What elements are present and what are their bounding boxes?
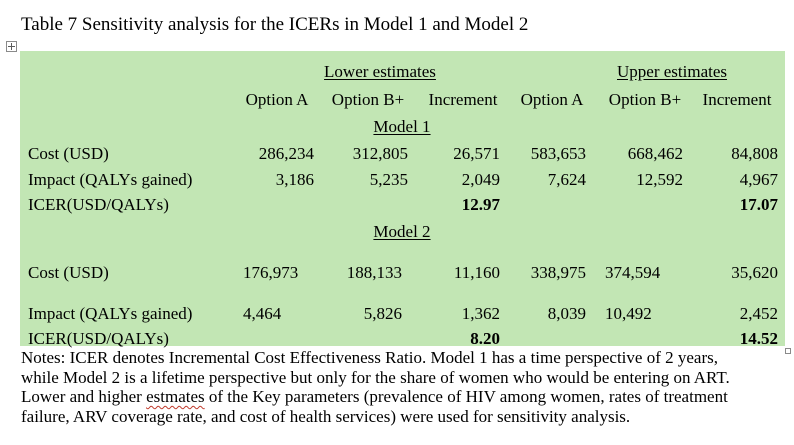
- row-label: ICER(USD/QALYs): [28, 329, 169, 348]
- table-cell: 188,133: [346, 263, 402, 282]
- table-cell: 176,973: [243, 263, 299, 282]
- column-header-option-b-upper: Option B+: [608, 90, 682, 109]
- table-cell: 12,592: [636, 170, 683, 189]
- table-cell: 4,464: [243, 304, 282, 323]
- table-cell: 312,805: [352, 144, 408, 163]
- table-cell: 84,808: [731, 144, 778, 163]
- icer-value-lower: 12.97: [461, 195, 500, 214]
- table-cell: 338,975: [530, 263, 586, 282]
- table-cell: 11,160: [453, 263, 500, 282]
- notes-line: Notes: ICER denotes Incremental Cost Eff…: [21, 348, 718, 367]
- table-resize-handle-icon[interactable]: [785, 348, 791, 354]
- row-label: ICER(USD/QALYs): [28, 195, 169, 214]
- model-2-title: Model 2: [373, 222, 431, 241]
- notes-line: Lower and higher estmates of the Key par…: [21, 387, 781, 407]
- column-header-increment-lower: Increment: [428, 90, 498, 109]
- spellcheck-flagged-word[interactable]: estmates: [146, 387, 205, 407]
- group-header-lower: Lower estimates: [324, 62, 436, 81]
- column-header-option-a-lower: Option A: [245, 90, 309, 109]
- table-cell: 5,826: [363, 304, 402, 323]
- row-label: Cost (USD): [28, 144, 109, 163]
- column-header-option-a-upper: Option A: [520, 90, 584, 109]
- table-cell: 1,362: [461, 304, 500, 323]
- icer-value-lower: 8.20: [470, 329, 500, 348]
- notes-text: Lower and higher: [21, 387, 147, 407]
- table-cell: 2,452: [739, 304, 778, 323]
- group-header-upper: Upper estimates: [617, 62, 727, 81]
- column-header-option-b-lower: Option B+: [331, 90, 405, 109]
- row-label: Impact (QALYs gained): [28, 304, 193, 323]
- table-caption: Table 7 Sensitivity analysis for the ICE…: [21, 14, 529, 35]
- row-label: Cost (USD): [28, 263, 109, 282]
- table-cell: 2,049: [461, 170, 500, 189]
- table-cell: 7,624: [547, 170, 586, 189]
- table-cell: 286,234: [258, 144, 314, 163]
- table-cell: 26,571: [453, 144, 500, 163]
- notes-line: failure, ARV coverage rate, and cost of …: [21, 406, 631, 426]
- table-move-handle-icon[interactable]: [6, 41, 17, 52]
- table-cell: 3,186: [275, 170, 314, 189]
- column-header-increment-upper: Increment: [702, 90, 772, 109]
- icer-value-upper: 17.07: [739, 195, 778, 214]
- icer-value-upper: 14.52: [739, 329, 778, 348]
- model-1-title: Model 1: [373, 117, 431, 136]
- table-cell: 668,462: [627, 144, 683, 163]
- notes-line: while Model 2 is a lifetime perspective …: [21, 367, 730, 387]
- table-cell: 583,653: [530, 144, 586, 163]
- table-cell: 374,594: [605, 263, 661, 282]
- table-cell: 8,039: [547, 304, 586, 323]
- notes-text: of the Key parameters (prevalence of HIV…: [204, 387, 728, 407]
- table-cell: 35,620: [731, 263, 778, 282]
- table-cell: 10,492: [605, 304, 652, 323]
- table-cell: 5,235: [369, 170, 408, 189]
- sensitivity-table: [20, 51, 785, 346]
- table-cell: 4,967: [739, 170, 778, 189]
- table-notes: Notes: ICER denotes Incremental Cost Eff…: [21, 348, 781, 426]
- row-label: Impact (QALYs gained): [28, 170, 193, 189]
